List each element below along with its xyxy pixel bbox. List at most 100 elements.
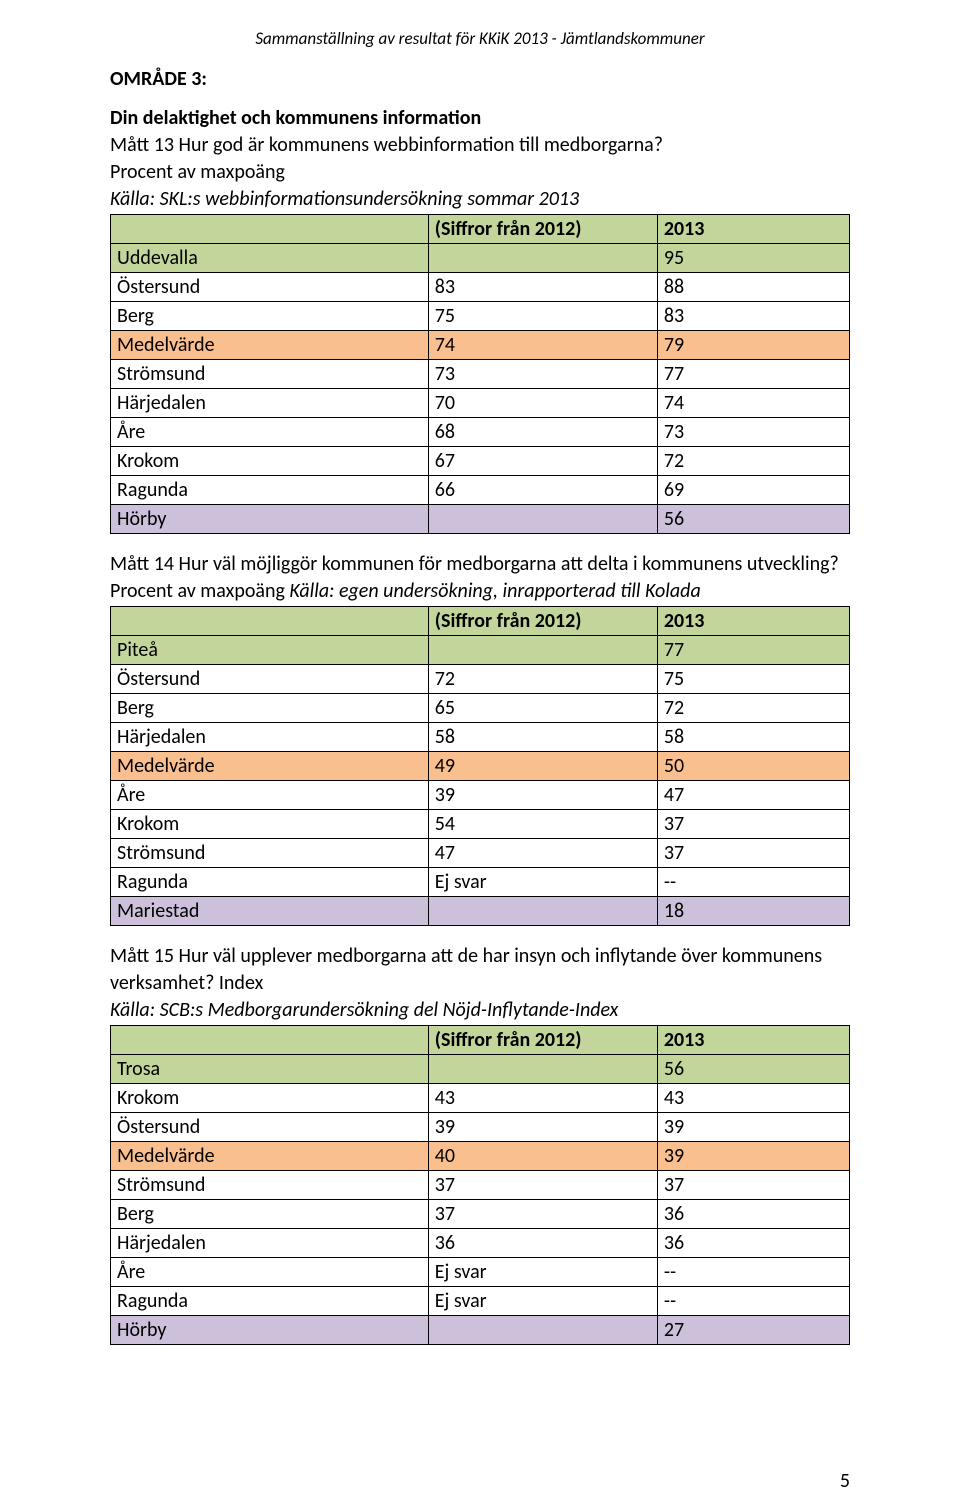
cell-2013: 37 bbox=[657, 839, 849, 868]
table-row: Krokom6772 bbox=[111, 447, 850, 476]
matt14-source-prefix: Procent av maxpoäng bbox=[110, 579, 289, 603]
cell-2013: 77 bbox=[657, 636, 849, 665]
table-row: Härjedalen5858 bbox=[111, 723, 850, 752]
cell-2013: 39 bbox=[657, 1113, 849, 1142]
table-row: Östersund3939 bbox=[111, 1113, 850, 1142]
cell-2012: 58 bbox=[428, 723, 657, 752]
cell-2012: 65 bbox=[428, 694, 657, 723]
cell-name: Hörby bbox=[111, 1316, 429, 1345]
table-row: Uddevalla95 bbox=[111, 244, 850, 273]
matt13-intro: Mått 13 Hur god är kommunens webbinforma… bbox=[110, 133, 850, 158]
cell-2013: 43 bbox=[657, 1084, 849, 1113]
table-row: Medelvärde4950 bbox=[111, 752, 850, 781]
cell-2012: 66 bbox=[428, 476, 657, 505]
cell-name: Härjedalen bbox=[111, 389, 429, 418]
page: Sammanställning av resultat för KKiK 201… bbox=[0, 0, 960, 1511]
cell-name: Östersund bbox=[111, 273, 429, 302]
cell-name: Berg bbox=[111, 302, 429, 331]
table-row: Hörby 56 bbox=[111, 505, 850, 534]
section-heading-line2: Din delaktighet och kommunens informatio… bbox=[110, 106, 850, 131]
cell-2013: 18 bbox=[657, 897, 849, 926]
cell-name: Härjedalen bbox=[111, 1229, 429, 1258]
page-number: 5 bbox=[840, 1469, 850, 1493]
cell-2012: 43 bbox=[428, 1084, 657, 1113]
cell-2012: 67 bbox=[428, 447, 657, 476]
matt14-source-italic: Källa: egen undersökning, inrapporterad … bbox=[289, 579, 700, 603]
col-2013-header: 2013 bbox=[657, 215, 849, 244]
col-2012-header: (Siffror från 2012) bbox=[428, 215, 657, 244]
table-header-row: (Siffror från 2012) 2013 bbox=[111, 1026, 850, 1055]
cell-2012 bbox=[428, 244, 657, 273]
table-row: Trosa 56 bbox=[111, 1055, 850, 1084]
cell-2013: 79 bbox=[657, 331, 849, 360]
cell-2013: 36 bbox=[657, 1229, 849, 1258]
table-row: Härjedalen3636 bbox=[111, 1229, 850, 1258]
cell-2013: 50 bbox=[657, 752, 849, 781]
cell-name: Medelvärde bbox=[111, 331, 429, 360]
matt15-intro-line2: verksamhet? Index bbox=[110, 971, 850, 996]
cell-name: Östersund bbox=[111, 665, 429, 694]
cell-name: Ragunda bbox=[111, 1287, 429, 1316]
table-row: Strömsund7377 bbox=[111, 360, 850, 389]
matt14-source: Procent av maxpoäng Källa: egen undersök… bbox=[110, 579, 850, 604]
cell-2012: 75 bbox=[428, 302, 657, 331]
cell-2013: 47 bbox=[657, 781, 849, 810]
cell-name: Ragunda bbox=[111, 476, 429, 505]
table-row: Krokom4343 bbox=[111, 1084, 850, 1113]
table-row: Strömsund3737 bbox=[111, 1171, 850, 1200]
cell-2012: 49 bbox=[428, 752, 657, 781]
cell-2012: 83 bbox=[428, 273, 657, 302]
table-row: Hörby 27 bbox=[111, 1316, 850, 1345]
cell-2012: 37 bbox=[428, 1171, 657, 1200]
col-name-header bbox=[111, 607, 429, 636]
table-row: Medelvärde7479 bbox=[111, 331, 850, 360]
cell-2013: 75 bbox=[657, 665, 849, 694]
matt15-intro-line1: Mått 15 Hur väl upplever medborgarna att… bbox=[110, 944, 850, 969]
col-2012-header: (Siffror från 2012) bbox=[428, 1026, 657, 1055]
cell-2013: 56 bbox=[657, 505, 849, 534]
cell-2013: 36 bbox=[657, 1200, 849, 1229]
col-2013-header: 2013 bbox=[657, 607, 849, 636]
matt13-source-italic: Källa: SKL:s webbinformationsundersöknin… bbox=[110, 187, 850, 212]
matt13-tbody: Uddevalla95Östersund8388Berg7583Medelvär… bbox=[111, 244, 850, 534]
cell-2012: Ej svar bbox=[428, 1258, 657, 1287]
cell-2012 bbox=[428, 1316, 657, 1345]
table-header-row: (Siffror från 2012) 2013 bbox=[111, 607, 850, 636]
cell-name: Medelvärde bbox=[111, 752, 429, 781]
cell-2012: 40 bbox=[428, 1142, 657, 1171]
cell-2013: 58 bbox=[657, 723, 849, 752]
cell-name: Strömsund bbox=[111, 839, 429, 868]
table-row: Östersund7275 bbox=[111, 665, 850, 694]
cell-name: Åre bbox=[111, 418, 429, 447]
cell-2013: 56 bbox=[657, 1055, 849, 1084]
cell-2012 bbox=[428, 897, 657, 926]
matt15-source-italic: Källa: SCB:s Medborgarundersökning del N… bbox=[110, 998, 850, 1023]
cell-name: Strömsund bbox=[111, 1171, 429, 1200]
cell-name: Mariestad bbox=[111, 897, 429, 926]
cell-name: Hörby bbox=[111, 505, 429, 534]
cell-name: Medelvärde bbox=[111, 1142, 429, 1171]
cell-2012 bbox=[428, 505, 657, 534]
col-2013-header: 2013 bbox=[657, 1026, 849, 1055]
table-row: Härjedalen7074 bbox=[111, 389, 850, 418]
cell-2012 bbox=[428, 1055, 657, 1084]
cell-2012 bbox=[428, 636, 657, 665]
cell-2013: 27 bbox=[657, 1316, 849, 1345]
table-row: Krokom5437 bbox=[111, 810, 850, 839]
col-2012-header: (Siffror från 2012) bbox=[428, 607, 657, 636]
table-row: Medelvärde4039 bbox=[111, 1142, 850, 1171]
table-row: Mariestad 18 bbox=[111, 897, 850, 926]
table-header-row: (Siffror från 2012) 2013 bbox=[111, 215, 850, 244]
cell-2013: 37 bbox=[657, 810, 849, 839]
cell-2012: 39 bbox=[428, 781, 657, 810]
cell-2013: 37 bbox=[657, 1171, 849, 1200]
cell-2012: 72 bbox=[428, 665, 657, 694]
table-row: Ragunda6669 bbox=[111, 476, 850, 505]
cell-2013: 83 bbox=[657, 302, 849, 331]
cell-name: Trosa bbox=[111, 1055, 429, 1084]
cell-2013: -- bbox=[657, 868, 849, 897]
table-row: Berg7583 bbox=[111, 302, 850, 331]
cell-2013: 72 bbox=[657, 447, 849, 476]
table-row: Berg6572 bbox=[111, 694, 850, 723]
cell-name: Östersund bbox=[111, 1113, 429, 1142]
